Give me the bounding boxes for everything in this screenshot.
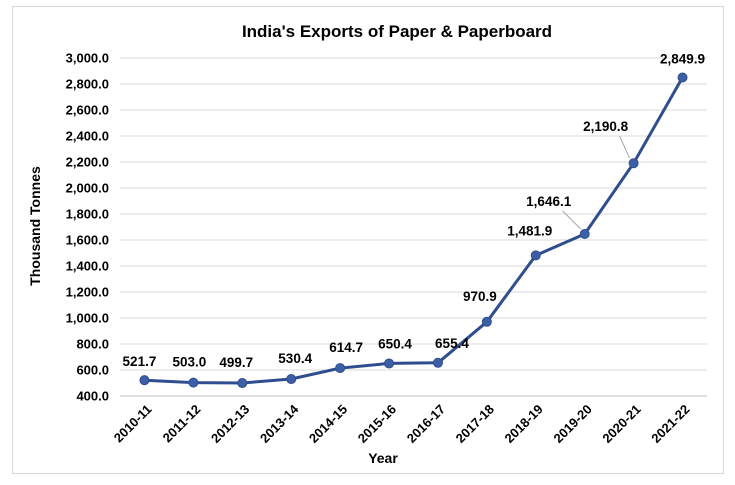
data-point bbox=[579, 229, 590, 240]
y-axis-title: Thousand Tonnes bbox=[27, 166, 43, 286]
y-tick-label: 1,400.0 bbox=[66, 259, 109, 274]
gridlines bbox=[120, 57, 707, 371]
x-tick-label: 2011-12 bbox=[160, 402, 204, 446]
y-tick-label: 2,600.0 bbox=[66, 103, 109, 118]
data-point bbox=[677, 72, 688, 83]
leader-lines bbox=[562, 135, 631, 230]
data-label: 503.0 bbox=[172, 355, 206, 370]
x-tick-label: 2020-21 bbox=[599, 402, 643, 446]
data-label: 521.7 bbox=[123, 354, 157, 369]
y-tick-label: 1,200.0 bbox=[66, 285, 109, 300]
y-tick-label: 2,400.0 bbox=[66, 129, 109, 144]
y-tick-label: 1,600.0 bbox=[66, 233, 109, 248]
y-tick-label: 600.0 bbox=[76, 363, 109, 378]
data-point bbox=[384, 358, 395, 369]
y-tick-label: 2,000.0 bbox=[66, 181, 109, 196]
x-axis-title: Year bbox=[368, 450, 398, 466]
x-tick-label: 2014-15 bbox=[306, 402, 350, 446]
leader-line bbox=[619, 135, 631, 159]
x-tick-label: 2013-14 bbox=[257, 401, 302, 446]
data-labels: 521.7 503.0 499.7 530.4 614.7 650.4 655.4 970.9… bbox=[123, 52, 706, 371]
data-label: 1,646.1 bbox=[526, 194, 572, 209]
y-tick-label: 1,800.0 bbox=[66, 207, 109, 222]
y-tick-label: 2,200.0 bbox=[66, 155, 109, 170]
x-tick-label: 2016-17 bbox=[404, 402, 448, 446]
data-point bbox=[432, 357, 443, 368]
y-tick-label: 800.0 bbox=[76, 337, 109, 352]
x-tick-label: 2021-22 bbox=[648, 402, 692, 446]
data-point bbox=[481, 316, 492, 327]
data-point bbox=[628, 158, 639, 169]
x-tick-label: 2017-18 bbox=[453, 402, 497, 446]
data-point bbox=[139, 375, 150, 386]
data-label: 499.7 bbox=[219, 355, 253, 370]
data-label: 650.4 bbox=[378, 336, 412, 351]
x-tick-label: 2012-13 bbox=[208, 402, 252, 446]
leader-line bbox=[562, 210, 582, 230]
x-tick-label: 2010-11 bbox=[111, 402, 155, 446]
data-point bbox=[237, 378, 248, 389]
y-tick-label: 1,000.0 bbox=[66, 311, 109, 326]
data-label: 655.4 bbox=[435, 336, 469, 351]
y-tick-label: 2,800.0 bbox=[66, 77, 109, 92]
y-axis-ticks: 400.0 600.0 800.0 1,000.0 1,200.0 1,400.0 1,60… bbox=[66, 51, 109, 404]
chart-title: India's Exports of Paper & Paperboard bbox=[242, 22, 552, 41]
y-tick-label: 3,000.0 bbox=[66, 51, 109, 66]
data-label: 2,190.8 bbox=[583, 119, 629, 134]
series-line bbox=[144, 76, 684, 385]
data-label: 530.4 bbox=[278, 351, 312, 366]
x-tick-label: 2019-20 bbox=[550, 402, 594, 446]
data-label: 614.7 bbox=[329, 340, 363, 355]
data-point bbox=[188, 377, 199, 388]
data-point bbox=[286, 374, 297, 385]
data-label: 970.9 bbox=[463, 289, 497, 304]
data-label: 2,849.9 bbox=[660, 52, 705, 67]
x-tick-label: 2015-16 bbox=[355, 402, 399, 446]
data-point bbox=[335, 363, 346, 374]
data-label: 1,481.9 bbox=[507, 223, 552, 238]
data-point bbox=[530, 250, 541, 261]
x-tick-label: 2018-19 bbox=[502, 402, 546, 446]
x-axis-ticks: 2010-11 2011-12 2012-13 2013-14 2014-15 2015-… bbox=[111, 401, 693, 446]
y-tick-label: 400.0 bbox=[76, 389, 109, 404]
data-markers bbox=[139, 72, 688, 389]
